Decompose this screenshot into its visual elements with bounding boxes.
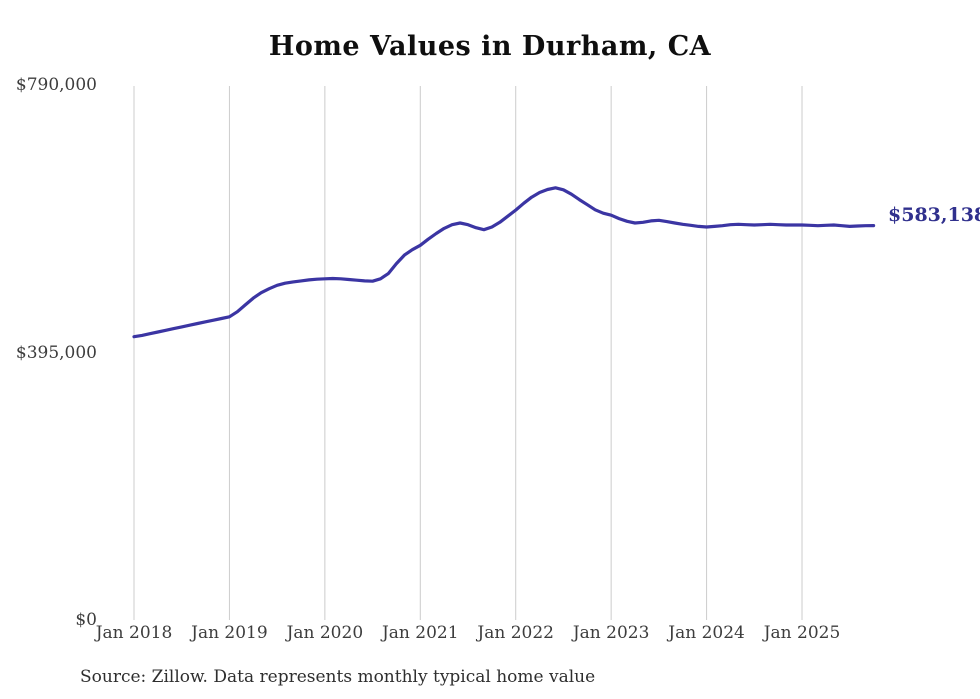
- x-tick-label: Jan 2025: [763, 623, 841, 643]
- y-tick-label-0: $0: [75, 610, 97, 630]
- gridlines: [133, 86, 803, 620]
- x-tick-label: Jan 2023: [572, 623, 650, 643]
- x-tick-label: Jan 2018: [95, 623, 173, 643]
- x-tick-label: Jan 2022: [477, 623, 554, 643]
- source-note: Source: Zillow. Data represents monthly …: [80, 667, 596, 687]
- x-tick-label: Jan 2024: [668, 623, 745, 643]
- x-tick-label: Jan 2021: [381, 623, 459, 643]
- y-tick-label-395000: $395,000: [15, 343, 97, 363]
- chart-title: Home Values in Durham, CA: [268, 31, 712, 62]
- home-value-line: [132, 186, 876, 339]
- x-tick-label: Jan 2020: [286, 623, 364, 643]
- latest-value-label: $583,138: [888, 204, 980, 226]
- x-tick-label: Jan 2019: [191, 623, 268, 643]
- y-tick-label-790000: $790,000: [15, 75, 97, 95]
